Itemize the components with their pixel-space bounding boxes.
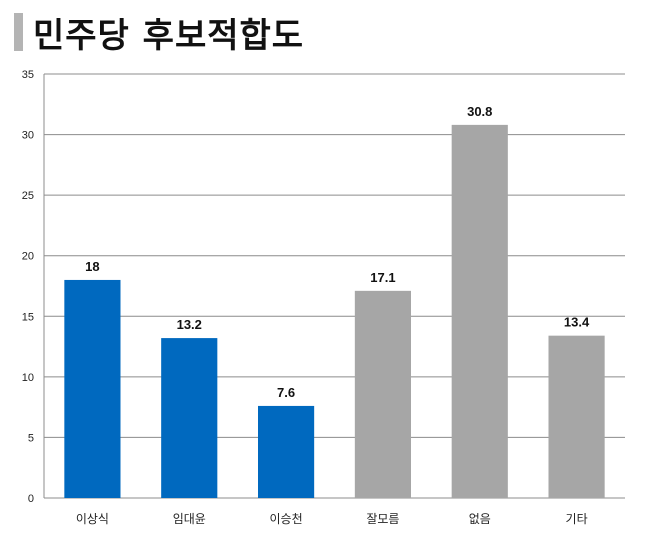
y-tick-label: 35	[22, 69, 34, 81]
bar	[354, 290, 411, 498]
x-category-label: 이상식	[76, 512, 109, 526]
y-tick-label: 10	[22, 372, 34, 384]
x-category-label: 이승천	[270, 511, 303, 526]
bar	[64, 279, 121, 498]
y-tick-label: 5	[28, 432, 34, 444]
y-tick-label: 15	[22, 311, 34, 323]
page-title: 민주당 후보적합도	[33, 15, 305, 56]
x-category-label: 잘모름	[366, 512, 399, 526]
x-category-label: 임대윤	[173, 512, 206, 526]
data-label: 17.1	[370, 270, 395, 285]
data-label: 13.2	[177, 317, 202, 332]
bar	[451, 124, 508, 498]
x-category-label: 기타	[566, 512, 588, 526]
y-tick-label: 30	[22, 130, 34, 142]
bar	[161, 338, 218, 498]
bar	[258, 405, 315, 498]
data-label: 7.6	[277, 385, 295, 400]
y-tick-label: 20	[22, 251, 34, 263]
chart-title-block: 민주당 후보적합도	[14, 10, 305, 56]
y-tick-label: 0	[28, 493, 34, 505]
data-label: 18	[85, 259, 99, 274]
data-label: 30.8	[467, 104, 492, 119]
y-tick-label: 25	[22, 190, 34, 202]
x-category-label: 없음	[469, 512, 491, 526]
data-label: 13.4	[564, 315, 590, 330]
bar	[548, 335, 605, 498]
title-accent-bar	[14, 13, 23, 51]
